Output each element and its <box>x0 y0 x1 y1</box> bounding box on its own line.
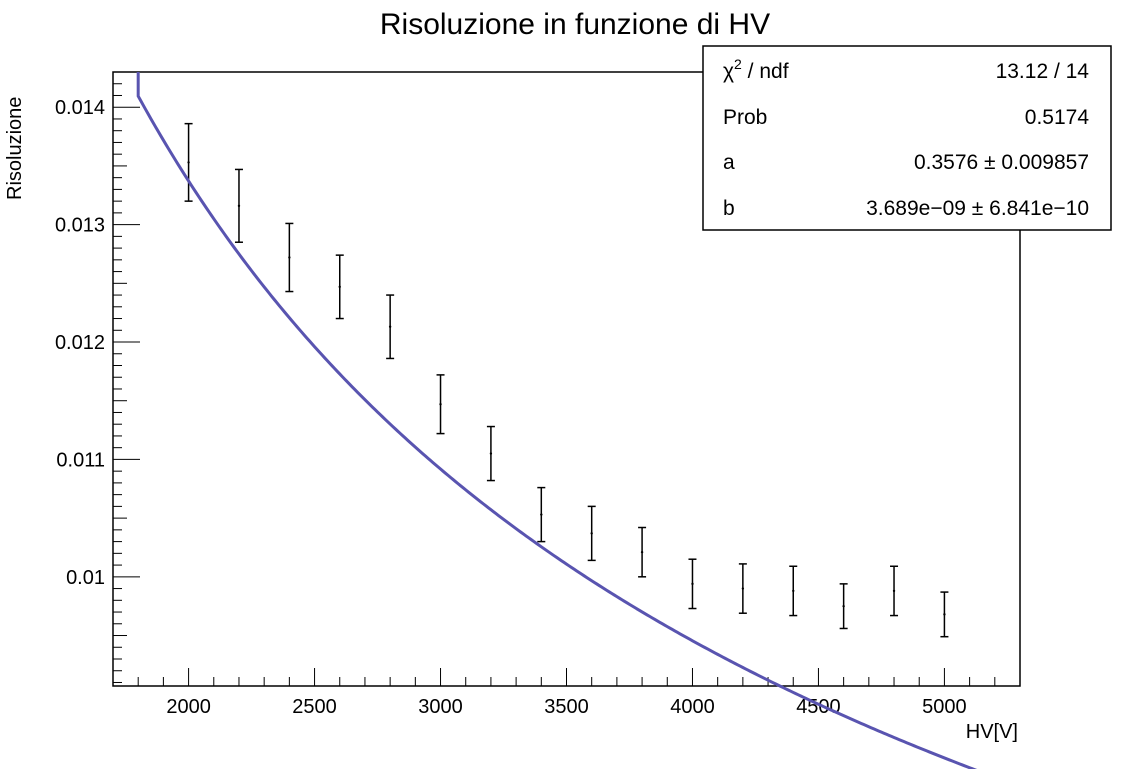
point-marker <box>288 256 291 259</box>
data-point <box>184 122 193 202</box>
y-tick-label: 0.014 <box>55 97 105 119</box>
data-point <box>839 583 848 630</box>
data-point <box>638 526 647 578</box>
point-marker <box>691 582 694 586</box>
data-point <box>738 563 747 614</box>
data-point <box>890 565 899 617</box>
point-marker <box>640 550 644 554</box>
x-axis-label: HV[V] <box>966 721 1018 743</box>
point-marker <box>590 532 593 535</box>
x-tick-label: 3500 <box>544 696 589 718</box>
stats-row-value: 13.12 / 14 <box>996 60 1090 83</box>
stats-row: χ2 / ndf 13.12 / 14 <box>723 56 1089 83</box>
data-point <box>789 565 798 617</box>
stats-box: χ2 / ndf 13.12 / 14 Prob 0.5174 a 0.3576 ± 0.… <box>702 45 1112 231</box>
point-marker <box>187 161 190 164</box>
stats-row: Prob 0.5174 <box>723 106 1089 129</box>
data-point <box>587 505 596 562</box>
stats-row-value: 0.5174 <box>1025 106 1090 129</box>
x-tick-label: 2500 <box>292 696 337 718</box>
point-marker <box>388 325 392 328</box>
x-axis: 2000 2500 3000 3500 4000 4500 5000 <box>137 668 996 718</box>
point-marker <box>943 613 946 616</box>
x-tick-label: 4500 <box>796 696 841 718</box>
data-points <box>184 122 949 638</box>
x-tick-label: 5000 <box>922 696 967 718</box>
stats-row-label: Prob <box>723 106 767 129</box>
data-point <box>335 254 344 320</box>
stats-row-value: 3.689e−09 ± 6.841e−10 <box>866 197 1089 220</box>
point-marker <box>842 604 845 608</box>
stats-row-value: 0.3576 ± 0.009857 <box>914 151 1089 174</box>
stats-box-frame <box>702 45 1112 231</box>
stats-row-label: χ2 / ndf <box>723 56 789 83</box>
point-marker <box>892 589 896 593</box>
stats-row-label: a <box>723 151 735 174</box>
point-marker <box>489 452 493 455</box>
point-marker <box>338 285 341 289</box>
data-point <box>940 591 949 638</box>
point-marker <box>792 589 795 593</box>
stats-row: b 3.689e−09 ± 6.841e−10 <box>723 197 1089 220</box>
x-tick-label: 2000 <box>166 696 211 718</box>
x-tick-label: 3000 <box>418 696 463 718</box>
y-tick-label: 0.011 <box>56 449 105 471</box>
y-axis-label: Risoluzione <box>4 97 26 200</box>
x-tick-label: 4000 <box>670 696 715 718</box>
fit-curve <box>136 72 978 769</box>
data-point <box>285 222 294 293</box>
y-tick-label: 0.013 <box>55 215 105 237</box>
stats-row: a 0.3576 ± 0.009857 <box>723 151 1089 174</box>
data-point <box>688 558 697 610</box>
y-tick-label: 0.01 <box>66 567 105 589</box>
data-point <box>486 425 495 482</box>
data-point <box>234 168 243 243</box>
y-tick-label: 0.012 <box>55 332 105 354</box>
point-marker <box>540 513 543 516</box>
point-marker <box>741 587 745 590</box>
stats-row-label: b <box>723 197 735 220</box>
point-marker <box>439 403 442 406</box>
data-point <box>537 486 546 543</box>
y-axis: 0.01 0.011 0.012 0.013 0.014 <box>55 71 140 683</box>
data-point <box>436 374 445 435</box>
data-point <box>386 294 395 360</box>
chart-title: Risoluzione in funzione di HV <box>380 8 770 41</box>
point-marker <box>237 204 241 208</box>
